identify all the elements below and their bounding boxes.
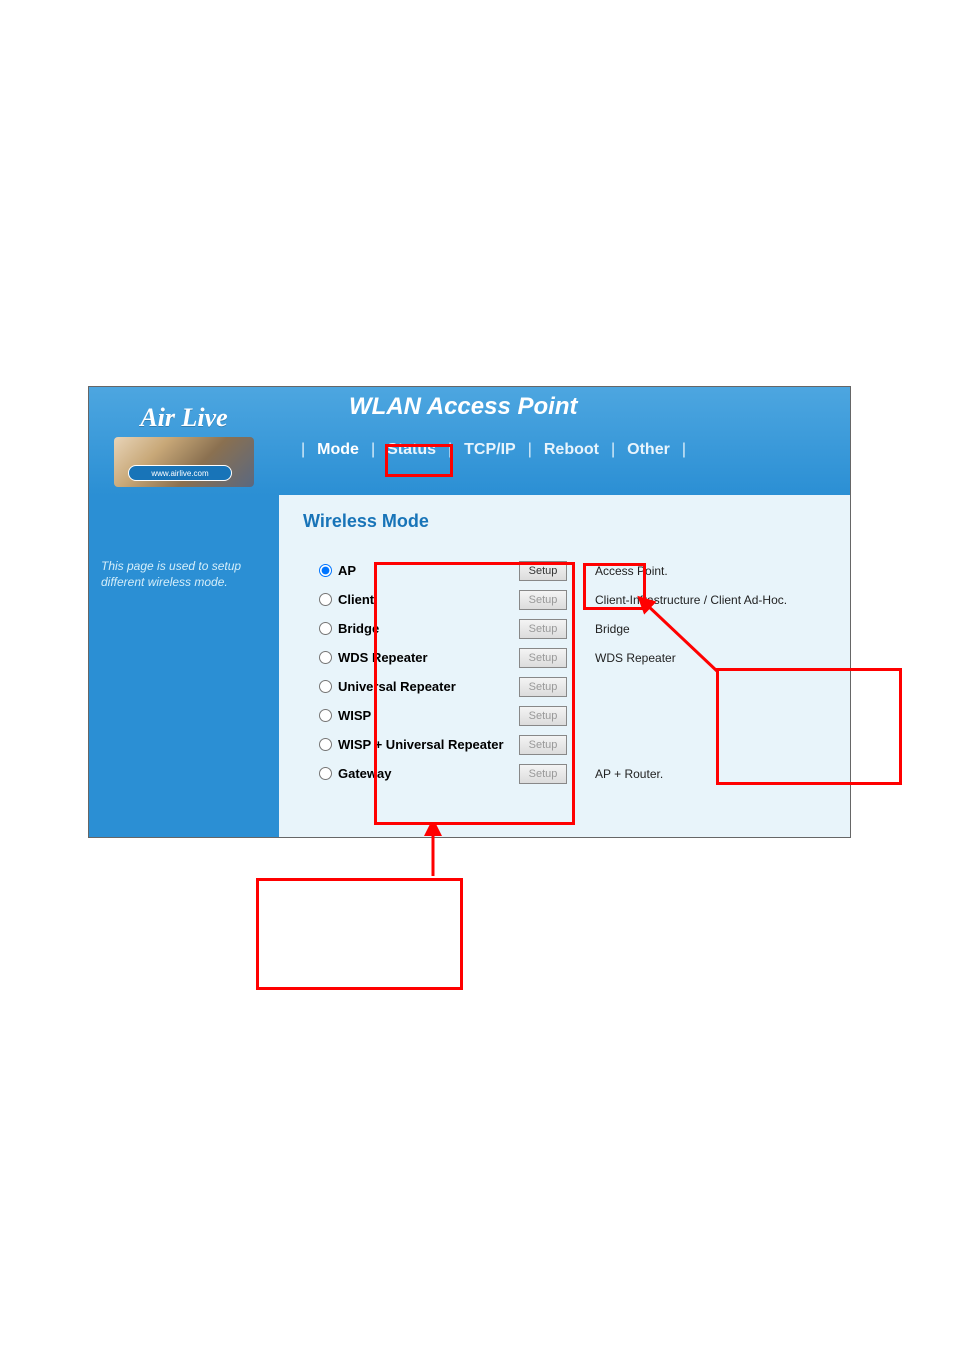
radio-gateway[interactable] [319, 767, 332, 780]
radio-ap[interactable] [319, 564, 332, 577]
sidebar-help-text: This page is used to setup different wir… [101, 559, 267, 590]
tab-separator: | [528, 441, 532, 459]
mode-desc-bridge: Bridge [579, 622, 630, 636]
radio-label-unirep: Universal Repeater [338, 679, 456, 694]
radio-label-bridge: Bridge [338, 621, 379, 636]
radio-cell: WISP + Universal Repeater [319, 737, 519, 752]
radio-wispuni[interactable] [319, 738, 332, 751]
tab-separator: | [301, 441, 305, 459]
radio-label-client: Client [338, 592, 374, 607]
highlight-bottom-callout [256, 878, 463, 990]
mode-row-wisp: WISP Setup [319, 701, 832, 730]
mode-desc-gateway: AP + Router. [579, 767, 663, 781]
content-area: This page is used to setup different wir… [89, 495, 850, 837]
setup-button-unirep: Setup [519, 677, 567, 697]
setup-cell: Setup [519, 619, 579, 639]
radio-wisp[interactable] [319, 709, 332, 722]
tab-status[interactable]: Status [377, 437, 446, 463]
radio-label-gateway: Gateway [338, 766, 391, 781]
brand-photo: www.airlive.com [114, 437, 254, 487]
sidebar: This page is used to setup different wir… [89, 495, 279, 837]
mode-row-unirep: Universal Repeater Setup [319, 672, 832, 701]
tab-separator: | [682, 441, 686, 459]
brand-logo: Air Live [140, 403, 227, 433]
router-admin-screenshot: Air Live www.airlive.com WLAN Access Poi… [88, 386, 851, 838]
mode-row-bridge: Bridge Setup Bridge [319, 614, 832, 643]
radio-cell: Bridge [319, 621, 519, 636]
setup-button-gateway: Setup [519, 764, 567, 784]
setup-button-bridge: Setup [519, 619, 567, 639]
setup-cell: Setup [519, 764, 579, 784]
header-right: WLAN Access Point | Mode | Status | TCP/… [279, 387, 850, 495]
setup-button-client: Setup [519, 590, 567, 610]
setup-button-wdsrep: Setup [519, 648, 567, 668]
mode-desc-client: Client-Infrastructure / Client Ad-Hoc. [579, 593, 787, 607]
page-title: WLAN Access Point [349, 393, 577, 421]
mode-desc-wdsrep: WDS Repeater [579, 651, 676, 665]
radio-cell: Client [319, 592, 519, 607]
nav-tabs: | Mode | Status | TCP/IP | Reboot | Othe… [299, 437, 688, 463]
setup-button-ap[interactable]: Setup [519, 561, 567, 581]
mode-row-wdsrep: WDS Repeater Setup WDS Repeater [319, 643, 832, 672]
radio-cell: AP [319, 563, 519, 578]
mode-row-wispuni: WISP + Universal Repeater Setup [319, 730, 832, 759]
wireless-mode-table: AP Setup Access Point. Client Setup [319, 556, 832, 788]
mode-row-gateway: Gateway Setup AP + Router. [319, 759, 832, 788]
section-title: Wireless Mode [303, 511, 832, 532]
setup-cell: Setup [519, 590, 579, 610]
mode-row-ap: AP Setup Access Point. [319, 556, 832, 585]
radio-cell: Universal Repeater [319, 679, 519, 694]
tab-tcpip[interactable]: TCP/IP [454, 437, 526, 463]
tab-reboot[interactable]: Reboot [534, 437, 609, 463]
setup-button-wisp: Setup [519, 706, 567, 726]
tab-separator: | [371, 441, 375, 459]
radio-label-wisp: WISP [338, 708, 371, 723]
brand-url: www.airlive.com [151, 469, 208, 478]
tab-other[interactable]: Other [617, 437, 680, 463]
mode-row-client: Client Setup Client-Infrastructure / Cli… [319, 585, 832, 614]
radio-label-ap: AP [338, 563, 356, 578]
mode-desc-ap: Access Point. [579, 564, 668, 578]
radio-cell: WDS Repeater [319, 650, 519, 665]
radio-label-wdsrep: WDS Repeater [338, 650, 428, 665]
tab-mode[interactable]: Mode [307, 437, 369, 463]
logo-area: Air Live www.airlive.com [89, 387, 279, 495]
setup-cell: Setup [519, 735, 579, 755]
setup-cell: Setup [519, 648, 579, 668]
brand-url-pill: www.airlive.com [128, 465, 232, 481]
setup-button-wispuni: Setup [519, 735, 567, 755]
radio-wdsrep[interactable] [319, 651, 332, 664]
setup-cell: Setup [519, 561, 579, 581]
main-panel: Wireless Mode AP Setup Access Point. [279, 495, 850, 837]
setup-cell: Setup [519, 706, 579, 726]
tab-separator: | [448, 441, 452, 459]
tab-separator: | [611, 441, 615, 459]
radio-cell: WISP [319, 708, 519, 723]
radio-client[interactable] [319, 593, 332, 606]
setup-cell: Setup [519, 677, 579, 697]
radio-unirep[interactable] [319, 680, 332, 693]
header-bar: Air Live www.airlive.com WLAN Access Poi… [89, 387, 850, 495]
radio-cell: Gateway [319, 766, 519, 781]
radio-label-wispuni: WISP + Universal Repeater [338, 737, 504, 752]
radio-bridge[interactable] [319, 622, 332, 635]
